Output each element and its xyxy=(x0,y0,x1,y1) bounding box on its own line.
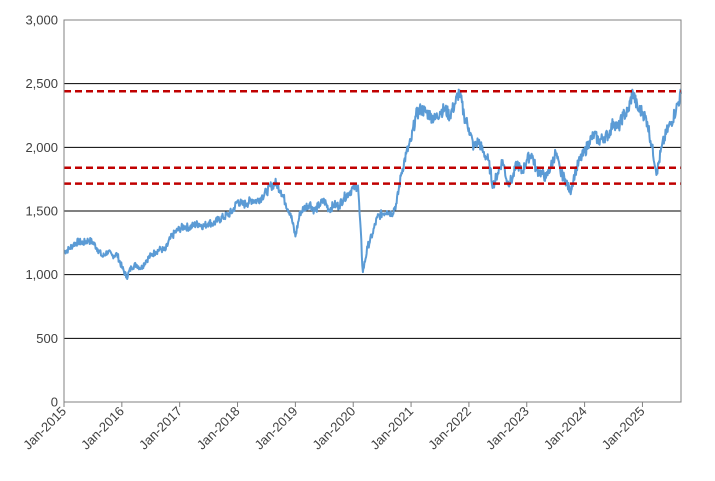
reference-lines xyxy=(64,90,681,185)
x-tick-label: Jan-2024 xyxy=(541,404,590,453)
series-line xyxy=(63,88,682,280)
x-axis-ticks: Jan-2015 Jan-2016 Jan-2017 Jan-2018 Jan-2019… xyxy=(20,402,648,453)
y-tick-label: 3,000 xyxy=(25,13,58,28)
y-tick-label: 2,000 xyxy=(25,140,58,155)
series-layer xyxy=(63,88,682,280)
x-tick-label: Jan-2023 xyxy=(483,404,532,453)
plot-area-border xyxy=(63,19,682,403)
y-tick-label: 500 xyxy=(36,331,58,346)
x-tick-label: Jan-2019 xyxy=(252,404,301,453)
x-tick-label: Jan-2018 xyxy=(194,404,243,453)
y-axis-ticks: 0 500 1,000 1,500 2,000 2,500 3,000 xyxy=(25,13,58,410)
x-tick-label: Jan-2025 xyxy=(599,404,648,453)
gridlines xyxy=(64,83,681,339)
x-tick-label: Jan-2016 xyxy=(78,404,127,453)
x-tick-label: Jan-2015 xyxy=(20,404,69,453)
y-tick-label: 2,500 xyxy=(25,76,58,91)
x-tick-label: Jan-2022 xyxy=(425,404,474,453)
x-tick-label: Jan-2017 xyxy=(136,404,185,453)
x-tick-label: Jan-2020 xyxy=(309,404,358,453)
y-tick-label: 1,000 xyxy=(25,267,58,282)
y-tick-label: 0 xyxy=(51,395,58,410)
x-tick-label: Jan-2021 xyxy=(367,404,416,453)
y-tick-label: 1,500 xyxy=(25,204,58,219)
